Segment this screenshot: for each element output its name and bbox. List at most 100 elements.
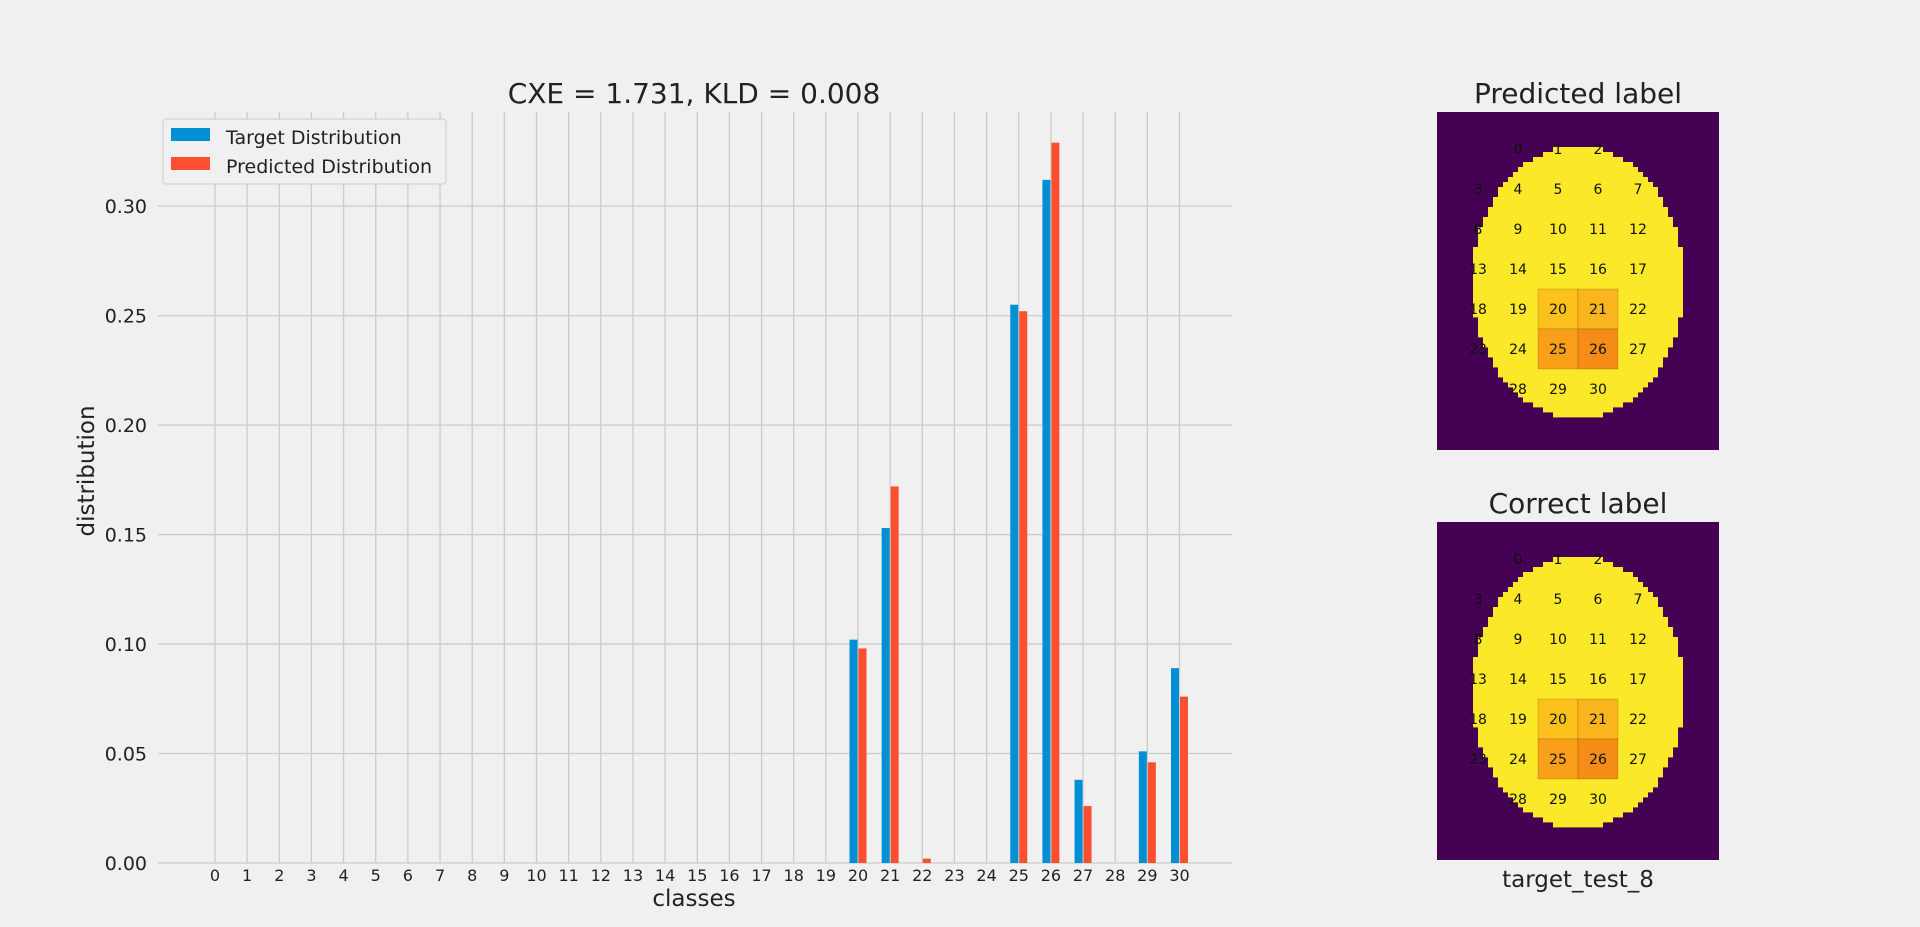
- bars: [849, 142, 1188, 864]
- heatmap-cell-label: 25: [1549, 752, 1567, 768]
- predicted-bar: [1147, 762, 1156, 863]
- heatmap-cell-label: 10: [1549, 632, 1567, 648]
- heatmap-region-row: [1533, 812, 1623, 818]
- heatmap-region-row: [1493, 197, 1663, 203]
- heatmap-region-row: [1503, 592, 1653, 598]
- heatmap-region-row: [1503, 182, 1653, 188]
- heatmap-region-row: [1543, 817, 1613, 823]
- heatmap-region-row: [1553, 147, 1603, 153]
- heatmap-region-row: [1543, 152, 1613, 158]
- heatmap-highlight-cell: [1577, 738, 1619, 780]
- predicted-bar: [858, 648, 867, 863]
- heatmap-region-row: [1473, 282, 1683, 288]
- heatmap-cell-label: 3: [1474, 182, 1483, 198]
- x-tick-label: 19: [816, 866, 836, 885]
- heatmap-cell-label: 15: [1549, 672, 1567, 688]
- heatmap-cell-label: 0: [1514, 142, 1523, 158]
- heatmap-cell-label: 5: [1554, 592, 1563, 608]
- heatmap-cell-label: 5: [1554, 182, 1563, 198]
- heatmap-region-row: [1508, 792, 1648, 798]
- target-bar: [1042, 179, 1051, 863]
- heatmap-region-row: [1473, 687, 1683, 693]
- x-tick-label: 15: [687, 866, 707, 885]
- heatmap-region-row: [1478, 652, 1678, 658]
- heatmap-region-row: [1473, 267, 1683, 273]
- heatmap-region-row: [1478, 647, 1678, 653]
- heatmap-region-row: [1478, 227, 1678, 233]
- heatmap-cell-label: 7: [1634, 182, 1643, 198]
- heatmap-region-row: [1488, 212, 1668, 218]
- heatmap-highlight-cell: [1537, 698, 1579, 740]
- heatmap-region-row: [1483, 632, 1673, 638]
- heatmap-region-row: [1513, 172, 1643, 178]
- heatmap-region-row: [1508, 382, 1648, 388]
- heatmap-cell-label: 10: [1549, 222, 1567, 238]
- x-tick-label: 3: [306, 866, 316, 885]
- x-tick-label: 12: [591, 866, 611, 885]
- target-bar: [1074, 779, 1083, 863]
- x-tick-label: 24: [976, 866, 996, 885]
- heatmap-cell-label: 30: [1589, 792, 1607, 808]
- heatmap-region-row: [1473, 272, 1683, 278]
- heatmap-cell-label: 15: [1549, 262, 1567, 278]
- heatmap-region-row: [1503, 377, 1653, 383]
- heatmap-region-row: [1483, 222, 1673, 228]
- x-tick-label: 11: [558, 866, 578, 885]
- x-tick-label: 23: [944, 866, 964, 885]
- heatmap-region-row: [1498, 187, 1658, 193]
- heatmap-region-row: [1478, 637, 1678, 643]
- heatmap-region-row: [1533, 402, 1623, 408]
- heatmap-cell-label: 16: [1589, 262, 1607, 278]
- x-tick-label: 27: [1073, 866, 1093, 885]
- heatmap-region-row: [1553, 822, 1603, 828]
- heatmap-region-row: [1478, 232, 1678, 238]
- heatmap-region-row: [1498, 597, 1658, 603]
- x-axis-label: classes: [652, 886, 735, 912]
- heatmap-region-row: [1473, 277, 1683, 283]
- heatmap-cell-label: 17: [1629, 262, 1647, 278]
- heatmap-region-row: [1473, 677, 1683, 683]
- heatmap-region-row: [1543, 407, 1613, 413]
- heatmap-cell-label: 20: [1549, 712, 1567, 728]
- heatmap-cell-label: 28: [1509, 382, 1527, 398]
- x-tick-label: 4: [339, 866, 349, 885]
- heatmap-region-row: [1478, 642, 1678, 648]
- x-tick-label: 20: [848, 866, 868, 885]
- x-tick-label: 21: [880, 866, 900, 885]
- x-tick-label: 9: [499, 866, 509, 885]
- heatmap-cell-label: 21: [1589, 712, 1607, 728]
- heatmap-cell-label: 19: [1509, 302, 1527, 318]
- heatmap-region-row: [1533, 567, 1623, 573]
- predicted-bar: [1180, 696, 1188, 863]
- heatmap-region-row: [1498, 367, 1658, 373]
- heatmap-region-row: [1498, 192, 1658, 198]
- y-tick-label: 0.20: [105, 415, 147, 437]
- predicted-bar: [1051, 142, 1060, 863]
- heatmap-region-row: [1473, 252, 1683, 258]
- predicted-bar: [1019, 311, 1028, 864]
- heatmap-cell-label: 4: [1514, 182, 1523, 198]
- legend-swatch-predicted: [171, 157, 210, 170]
- legend-box: [162, 118, 447, 185]
- heatmap-region-row: [1513, 582, 1643, 588]
- heatmap-region-row: [1473, 247, 1683, 253]
- heatmap-cell-label: 28: [1509, 792, 1527, 808]
- heatmap-cell-label: 16: [1589, 672, 1607, 688]
- heatmap-cell-label: 0: [1514, 552, 1523, 568]
- predicted-bar: [922, 858, 931, 863]
- heatmap-cell-label: 19: [1509, 712, 1527, 728]
- heatmap-region-row: [1473, 672, 1683, 678]
- target-bar: [881, 528, 890, 863]
- x-tick-label: 26: [1041, 866, 1061, 885]
- heatmap-cell-label: 22: [1629, 302, 1647, 318]
- heatmap-region-row: [1523, 807, 1633, 813]
- heatmap-region-row: [1543, 562, 1613, 568]
- heatmap-region-row: [1513, 387, 1643, 393]
- heatmap-region-row: [1503, 787, 1653, 793]
- heatmap-cell-label: 7: [1634, 592, 1643, 608]
- heatmap-cell-label: 24: [1509, 342, 1527, 358]
